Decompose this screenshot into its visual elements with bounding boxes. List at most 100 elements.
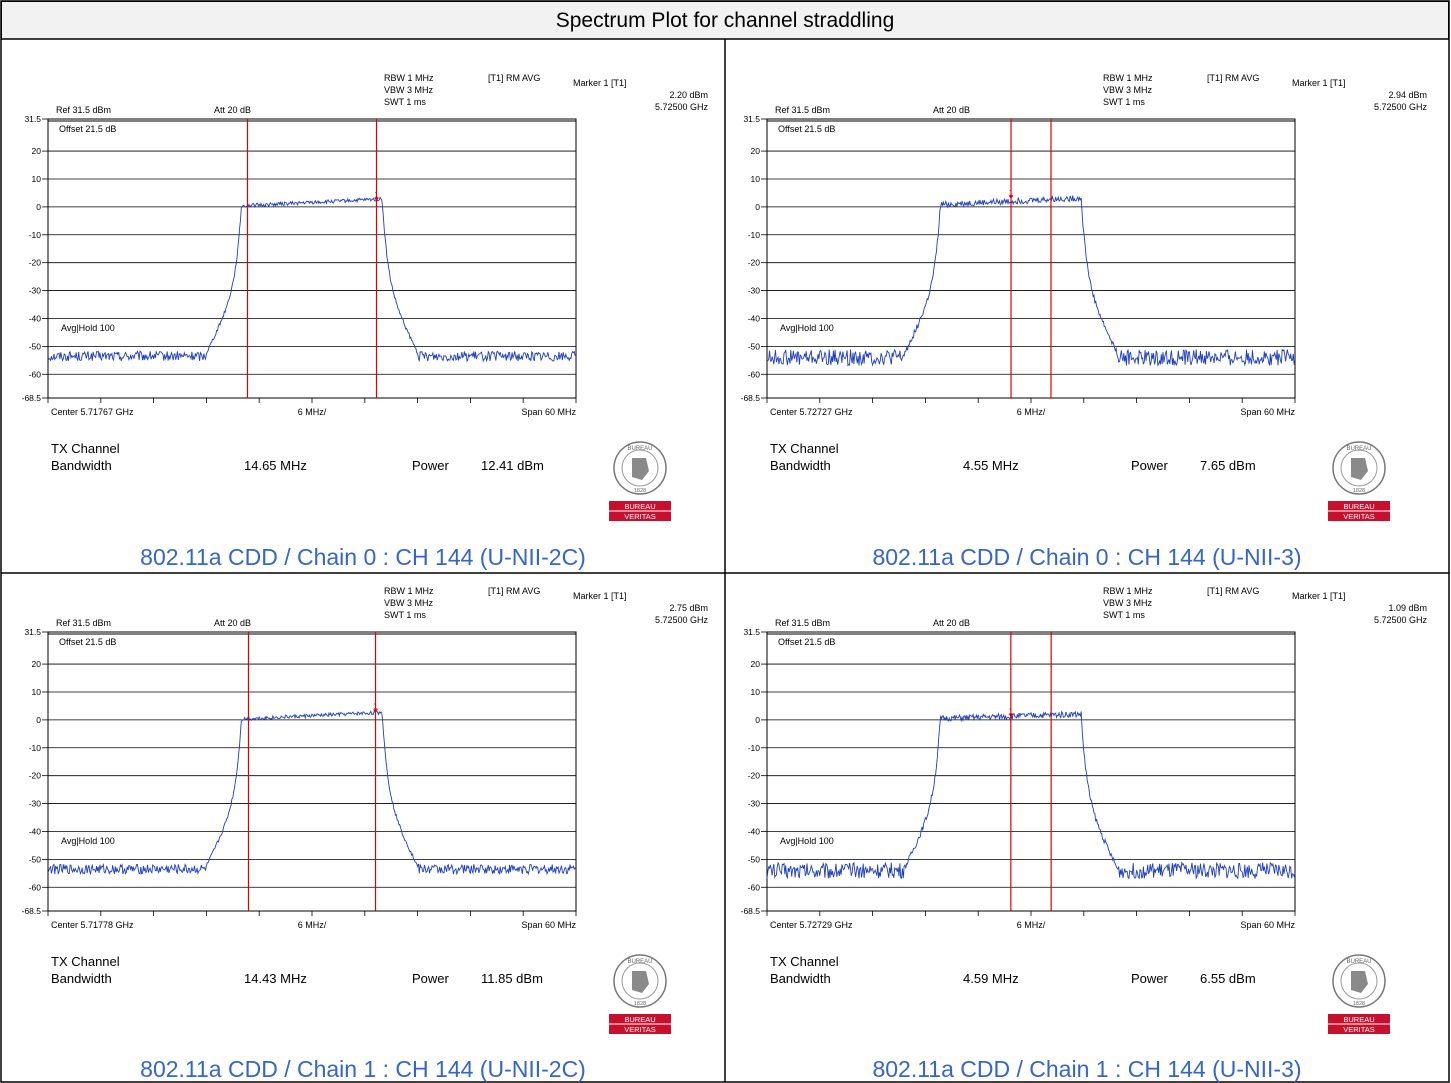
avg-box [58, 322, 138, 335]
marker-freq: 5.72500 GHz [1374, 102, 1428, 112]
y-tick-label: -10 [29, 230, 42, 240]
y-tick-label: -40 [748, 313, 761, 323]
rbw-label: RBW 1 MHz [1103, 73, 1153, 83]
attenuation: Att 20 dB [214, 105, 251, 115]
offset-label: Offset 21.5 dB [778, 124, 835, 134]
trace-mode-label: [T1] RM AVG [1207, 73, 1259, 83]
swt-label: SWT 1 ms [384, 610, 426, 620]
span-label: Span 60 MHz [1240, 920, 1295, 930]
y-tick-label: 10 [32, 687, 42, 697]
span-label: Span 60 MHz [521, 407, 576, 417]
span-label: Span 60 MHz [521, 920, 576, 930]
y-tick-label: -40 [748, 826, 761, 836]
avg-box [58, 835, 138, 848]
power-label: Power [412, 971, 450, 986]
rbw-label: RBW 1 MHz [384, 586, 434, 596]
y-tick-label: -40 [29, 826, 42, 836]
logo-ring-text: BUREAU [1346, 446, 1371, 452]
y-tick-label: -10 [748, 230, 761, 240]
avg-hold-label: Avg|Hold 100 [780, 323, 834, 333]
bandwidth-label: Bandwidth [51, 971, 112, 986]
y-tick-label: 10 [751, 687, 761, 697]
ref-level: Ref 31.5 dBm [775, 105, 830, 115]
y-tick-label: 0 [36, 715, 41, 725]
offset-label: Offset 21.5 dB [778, 637, 835, 647]
attenuation: Att 20 dB [214, 618, 251, 628]
marker-level: 2.94 dBm [1388, 90, 1427, 100]
y-tick-label: -30 [748, 286, 761, 296]
y-tick-label: -30 [29, 286, 42, 296]
swt-label: SWT 1 ms [1103, 97, 1145, 107]
spectrum-trace [47, 710, 577, 876]
vbw-label: VBW 3 MHz [1103, 85, 1153, 95]
bandwidth-value: 14.43 MHz [244, 971, 307, 986]
logo-text-top: BUREAU [624, 1015, 655, 1024]
power-value: 7.65 dBm [1200, 458, 1256, 473]
bandwidth-value: 14.65 MHz [244, 458, 307, 473]
y-tick-label: -60 [748, 882, 761, 892]
logo-text-top: BUREAU [624, 502, 655, 511]
logo-text-bottom: VERITAS [624, 512, 656, 521]
chart-caption: 802.11a CDD / Chain 0 : CH 144 (U-NII-2C… [140, 544, 586, 570]
marker-level: 2.75 dBm [669, 603, 708, 613]
ref-level: Ref 31.5 dBm [56, 105, 111, 115]
power-value: 11.85 dBm [481, 971, 543, 986]
attenuation: Att 20 dB [933, 618, 970, 628]
freq-div: 6 MHz/ [1017, 407, 1046, 417]
center-freq: Center 5.72727 GHz [770, 407, 853, 417]
marker-point: 1 [1009, 707, 1014, 716]
logo-text-bottom: VERITAS [624, 1025, 656, 1034]
marker-triangle [1008, 195, 1014, 199]
y-tick-label: -20 [748, 771, 761, 781]
avg-hold-label: Avg|Hold 100 [61, 323, 115, 333]
trace-mode-label: [T1] RM AVG [488, 586, 540, 596]
y-tick-label: -20 [29, 258, 42, 268]
center-freq: Center 5.72729 GHz [770, 920, 853, 930]
y-tick-label: 0 [36, 202, 41, 212]
spectrum-trace [766, 194, 1296, 367]
attenuation: Att 20 dB [933, 105, 970, 115]
marker-label: Marker 1 [T1] [573, 78, 627, 88]
tx-channel-label: TX Channel [770, 954, 839, 969]
page-title: Spectrum Plot for channel straddling [1, 1, 1449, 39]
freq-div: 6 MHz/ [1017, 920, 1046, 930]
logo-ring-text: BUREAU [627, 446, 652, 452]
power-value: 12.41 dBm [481, 458, 544, 473]
y-tick-label: -68.5 [741, 906, 761, 916]
logo-ring-text: BUREAU [627, 959, 652, 965]
chart-caption: 802.11a CDD / Chain 1 : CH 144 (U-NII-2C… [140, 1056, 586, 1082]
logo-year: 1828 [1353, 488, 1365, 494]
vbw-label: VBW 3 MHz [1103, 598, 1153, 608]
y-tick-label: -60 [29, 882, 42, 892]
marker-freq: 5.72500 GHz [1374, 615, 1428, 625]
trace-mode-label: [T1] RM AVG [1207, 586, 1259, 596]
y-tick-label: -30 [29, 799, 42, 809]
y-tick-label: 20 [32, 146, 42, 156]
y-tick-label: 0 [755, 202, 760, 212]
logo-year: 1828 [634, 1001, 646, 1007]
logo-year: 1828 [1353, 1001, 1365, 1007]
tx-channel-label: TX Channel [51, 441, 120, 456]
y-tick-label: -10 [748, 743, 761, 753]
ref-level: Ref 31.5 dBm [775, 618, 830, 628]
spectrum-chart-4: RBW 1 MHz VBW 3 MHz SWT 1 ms [T1] RM AVG Mar… [741, 586, 1428, 1034]
y-tick-label: 20 [751, 659, 761, 669]
freq-div: 6 MHz/ [298, 920, 327, 930]
center-freq: Center 5.71778 GHz [51, 920, 134, 930]
power-label: Power [412, 458, 450, 473]
offset-box [770, 122, 860, 134]
swt-label: SWT 1 ms [1103, 610, 1145, 620]
y-tick-label: -20 [748, 258, 761, 268]
power-value: 6.55 dBm [1200, 971, 1256, 986]
y-tick-label: -50 [748, 854, 761, 864]
marker-point: 1 [374, 191, 379, 200]
center-freq: Center 5.71767 GHz [51, 407, 134, 417]
offset-label: Offset 21.5 dB [59, 637, 116, 647]
ref-level: Ref 31.5 dBm [56, 618, 111, 628]
y-tick-label: 31.5 [743, 114, 760, 124]
marker-point: 1 [373, 702, 378, 711]
y-tick-label: 20 [751, 146, 761, 156]
marker-triangle [374, 197, 380, 201]
marker-triangle [373, 709, 379, 713]
